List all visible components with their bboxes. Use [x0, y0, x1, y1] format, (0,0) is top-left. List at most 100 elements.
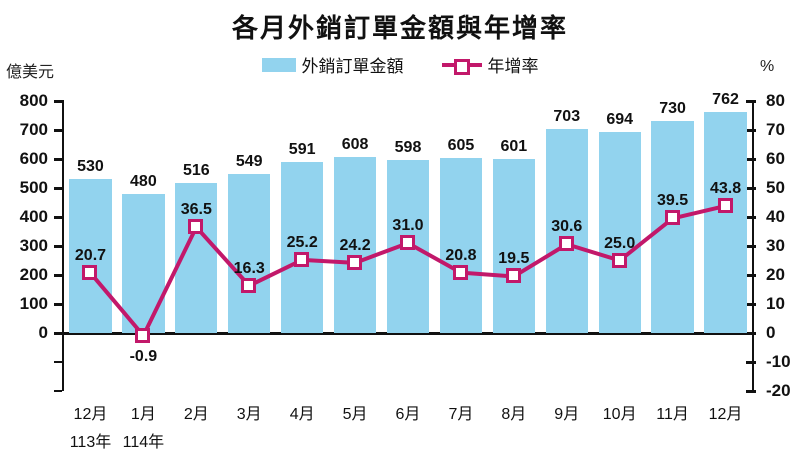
- line-marker: [505, 268, 521, 284]
- right-axis-tick: [746, 274, 756, 277]
- line-marker: [611, 252, 627, 268]
- left-axis-tick-label: 400: [19, 207, 48, 226]
- x-axis-year-label: 113年: [69, 434, 112, 451]
- right-axis-tick: [746, 332, 756, 335]
- legend-item-line: 年增率: [441, 52, 539, 77]
- x-axis-label: 7月: [448, 406, 474, 423]
- bar: [439, 157, 483, 333]
- bar-value-label: 598: [394, 138, 422, 156]
- line-value-label: 16.3: [233, 259, 265, 277]
- left-axis-tick-label: 200: [19, 265, 48, 284]
- left-axis-tick: [54, 274, 64, 277]
- left-axis-unit-label: 億美元: [6, 64, 55, 81]
- line-marker: [82, 264, 98, 280]
- legend-item-line-label: 年增率: [487, 57, 539, 76]
- left-axis-tick-label: 700: [19, 120, 48, 139]
- legend-bar-swatch-icon: [261, 57, 296, 72]
- bar-value-label: 480: [130, 172, 157, 190]
- left-axis-tick: [54, 216, 64, 219]
- bar-value-label: 608: [341, 135, 369, 153]
- x-axis-label: 4月: [289, 406, 315, 423]
- x-axis-label: 5月: [342, 406, 368, 423]
- line-marker: [241, 277, 257, 293]
- right-axis-tick-label: 30: [766, 236, 785, 255]
- line-marker: [717, 197, 733, 213]
- left-axis-tick: [54, 158, 64, 161]
- bar: [704, 112, 747, 333]
- legend-item-bar-label: 外銷訂單金額: [301, 57, 404, 76]
- right-axis-tick: [746, 216, 756, 219]
- right-axis-unit-label: %: [760, 58, 775, 75]
- x-axis-label: 9月: [554, 406, 580, 423]
- right-axis-tick: [746, 187, 756, 190]
- line-marker: [135, 327, 151, 343]
- x-axis-labels: 12月 1月 2月 3月 4月 5月 6月 7月 8月 9月 10月 11月 12月: [64, 400, 752, 424]
- x-axis-label: 12月: [708, 406, 743, 423]
- bar: [69, 179, 112, 333]
- bar-value-label: 730: [659, 100, 686, 118]
- x-axis-label: 1月: [130, 406, 156, 423]
- right-axis-tick-label: -10: [766, 352, 791, 371]
- bar-value-label: 591: [288, 140, 316, 158]
- bar-value-label: 605: [447, 136, 475, 154]
- right-axis-tick-label: 0: [766, 323, 776, 342]
- right-axis-tick: [746, 303, 756, 306]
- x-axis-label: 8月: [501, 406, 527, 423]
- line-value-label: 24.2: [339, 236, 371, 254]
- bar-value-label: 516: [182, 162, 210, 180]
- line-marker: [188, 219, 204, 235]
- bar: [492, 158, 535, 333]
- left-axis-tick-label: 100: [19, 294, 48, 313]
- right-axis-tick-label: 80: [766, 91, 785, 110]
- line-value-label: 20.7: [74, 246, 107, 264]
- line-value-label: 36.5: [180, 201, 212, 219]
- left-axis-tick-label: 300: [19, 236, 48, 255]
- x-axis-label: 11月: [656, 406, 689, 423]
- x-axis-label: 2月: [183, 406, 209, 423]
- x-axis-label: 10月: [602, 406, 637, 423]
- line-marker: [664, 210, 680, 226]
- bar: [280, 161, 324, 333]
- left-axis-tick: [54, 361, 62, 363]
- left-axis-tick-label: 800: [19, 91, 48, 110]
- bar-value-label: 530: [77, 158, 104, 176]
- line-marker: [294, 251, 310, 267]
- right-axis-tick-label: -20: [766, 381, 791, 400]
- right-axis-tick: [746, 100, 756, 103]
- left-axis-tick: [54, 100, 64, 103]
- right-axis-tick: [746, 390, 756, 393]
- right-axis-tick: [746, 129, 756, 132]
- bar-value-label: 694: [606, 110, 634, 128]
- zero-baseline: [62, 332, 754, 335]
- bar: [545, 129, 588, 333]
- x-axis-year-labels: 113年 114年: [64, 428, 752, 452]
- line-marker: [558, 236, 574, 252]
- left-axis-tick-label: 0: [38, 323, 48, 342]
- bar-value-label: 762: [712, 91, 739, 109]
- left-axis-tick: [54, 187, 64, 190]
- bar: [598, 131, 641, 333]
- legend-line-swatch-icon: [441, 57, 482, 75]
- line-marker: [347, 254, 363, 270]
- line-value-label: 39.5: [657, 192, 689, 210]
- x-axis-label: 3月: [236, 406, 262, 423]
- left-axis-tick-label: 500: [19, 178, 48, 197]
- line-value-label: 19.5: [498, 250, 530, 268]
- left-axis-tick: [54, 245, 64, 248]
- x-axis-label: 12月: [73, 406, 108, 423]
- left-axis-tick: [54, 332, 64, 335]
- bar-value-label: 601: [500, 137, 528, 155]
- right-axis-tick-label: 50: [766, 178, 785, 197]
- plot-area: 530 480 516 549 591 608 598 605 601 703 694 730 762 …: [64, 91, 752, 391]
- line-value-label: 20.8: [445, 246, 477, 264]
- right-axis-tick: [746, 158, 756, 161]
- left-axis-tick: [54, 303, 64, 306]
- right-axis-tick-label: 70: [766, 120, 785, 139]
- line-value-label: 30.6: [551, 218, 583, 236]
- line-value-label: -0.9: [129, 347, 158, 365]
- left-axis-tick: [54, 129, 64, 132]
- right-axis-tick: [746, 361, 756, 364]
- bar-value-label: 703: [553, 108, 581, 126]
- right-axis-tick-label: 40: [766, 207, 785, 226]
